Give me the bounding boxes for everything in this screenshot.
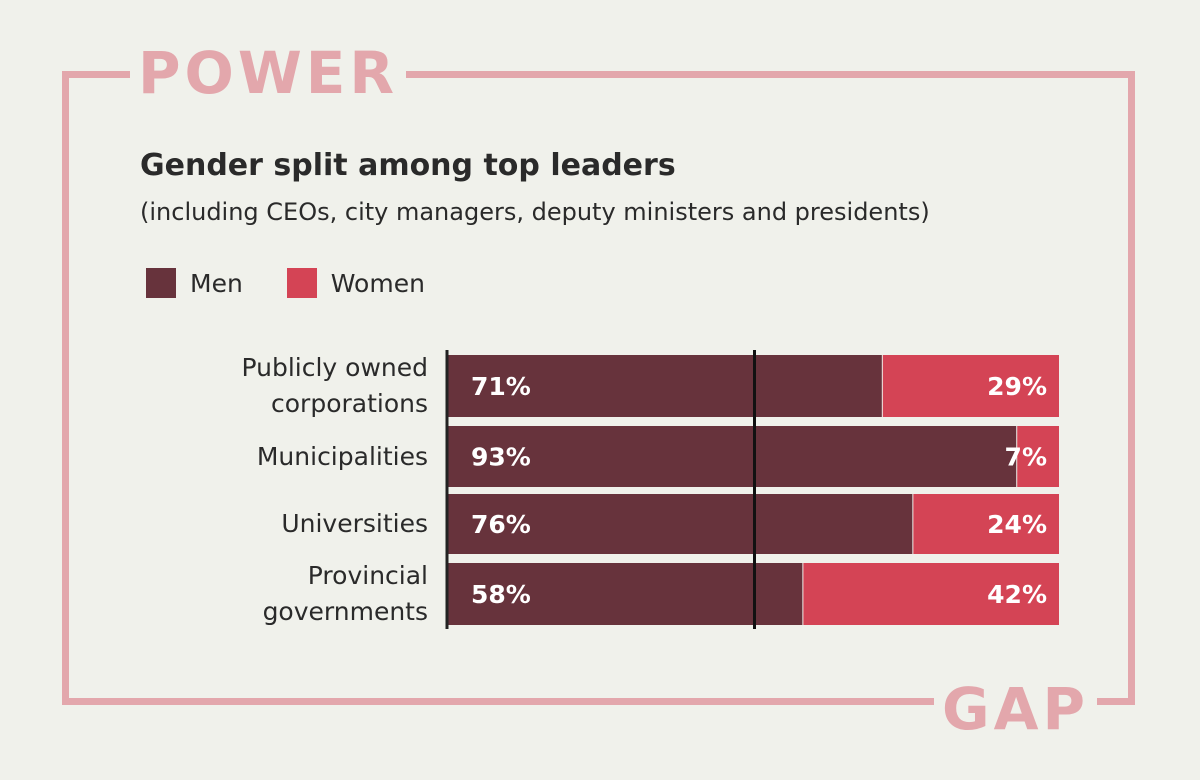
category-label-line: Municipalities	[256, 441, 428, 471]
bar-men-publicly-owned-corporations	[448, 355, 882, 417]
value-label-men-publicly-owned-corporations: 71%	[471, 372, 531, 401]
category-label-line: Publicly owned	[241, 353, 428, 382]
value-label-men-provincial-governments: 58%	[471, 580, 531, 609]
value-label-women-municipalities: 7%	[1005, 443, 1047, 472]
legend: Men Women	[146, 268, 469, 298]
category-label-line: governments	[262, 597, 428, 626]
chart-subtitle: (including CEOs, city managers, deputy m…	[140, 198, 930, 226]
bar-men-municipalities	[448, 426, 1017, 487]
bar-women-provincial-governments	[803, 563, 1059, 625]
bar-men-universities	[448, 494, 913, 554]
value-label-women-universities: 24%	[987, 510, 1047, 539]
legend-label-women: Women	[330, 268, 425, 298]
category-label-line: Universities	[281, 509, 428, 538]
value-label-men-universities: 76%	[471, 510, 531, 539]
chart-title: Gender split among top leaders	[140, 148, 676, 183]
bar-women-municipalities	[1017, 426, 1059, 487]
legend-item-women: Women	[286, 268, 425, 298]
legend-item-men: Men	[146, 268, 243, 298]
decorative-frame	[62, 71, 1135, 705]
legend-swatch-women	[286, 268, 317, 298]
category-label-universities: Universities	[281, 506, 428, 542]
category-label-municipalities: Municipalities	[257, 439, 428, 475]
legend-swatch-men	[146, 268, 176, 298]
value-label-women-provincial-governments: 42%	[987, 580, 1047, 609]
legend-label-men: Men	[190, 268, 243, 298]
category-label-publicly-owned-corporations: Publicly owned corporations	[241, 350, 428, 422]
category-label-line: Provincial	[307, 561, 428, 590]
category-label-provincial-governments: Provincial governments	[263, 558, 428, 630]
value-label-women-publicly-owned-corporations: 29%	[987, 372, 1047, 401]
gap-heading: GAP	[934, 680, 1098, 738]
bar-men-provincial-governments	[448, 563, 803, 625]
value-label-men-municipalities: 93%	[471, 443, 531, 472]
bar-women-publicly-owned-corporations	[882, 355, 1059, 417]
power-heading: POWER	[130, 44, 407, 102]
bar-women-universities	[913, 494, 1059, 554]
category-label-line: corporations	[271, 389, 428, 418]
